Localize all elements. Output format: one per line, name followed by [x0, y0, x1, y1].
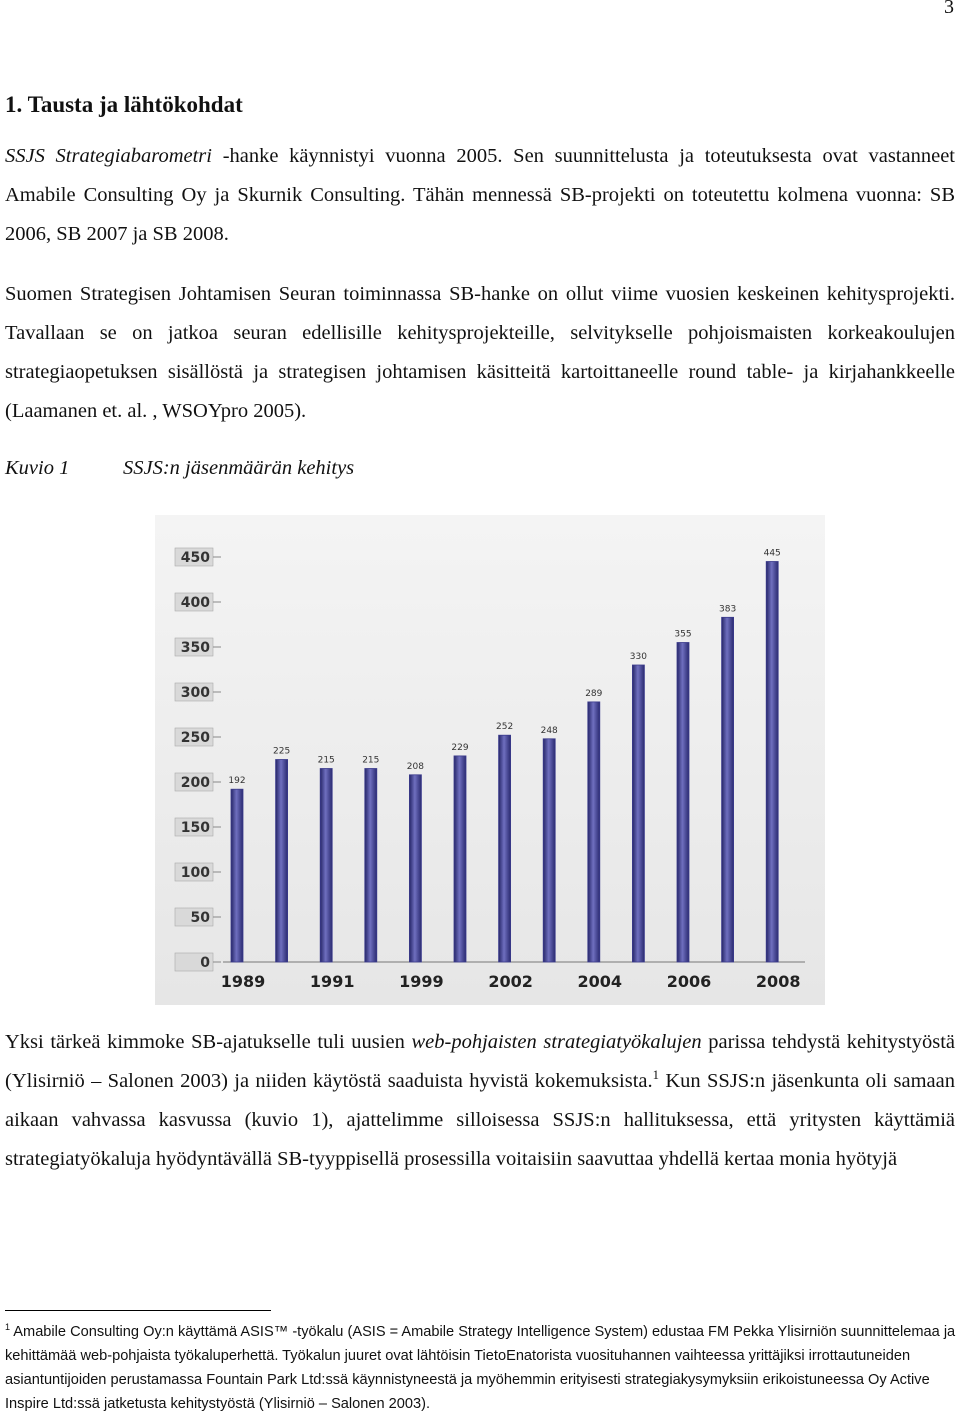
text-run: Yksi tärkeä kimmoke SB-ajatukselle tuli …: [5, 1031, 405, 1053]
text-run: Kun SSJS:n jäsenkunta oli samaan aikaan …: [5, 1070, 955, 1170]
data-label: 248: [541, 726, 558, 736]
y-tick-label: 400: [181, 595, 210, 611]
y-tick-label: 0: [200, 955, 210, 971]
bar: [676, 642, 690, 963]
bar: [721, 616, 734, 963]
paragraph: Yksi tärkeä kimmoke SB-ajatukselle tuli …: [5, 1023, 955, 1179]
data-label: 229: [451, 743, 468, 753]
footnote-ref: 1: [652, 1068, 659, 1083]
y-tick-label: 100: [181, 865, 210, 881]
x-tick-label: 1991: [310, 972, 355, 991]
data-label: 330: [630, 652, 647, 662]
y-tick-label: 350: [181, 640, 210, 656]
chart-background: [155, 515, 825, 1005]
bar: [587, 701, 601, 963]
bar: [230, 788, 244, 963]
y-tick-label: 250: [181, 730, 210, 746]
data-label: 383: [719, 604, 736, 614]
data-label: 215: [362, 756, 379, 766]
footnote-marker: 1: [5, 1322, 11, 1333]
bar: [453, 755, 467, 963]
paragraph: Suomen Strategisen Johtamisen Seuran toi…: [5, 275, 955, 431]
data-label: 445: [764, 549, 781, 559]
x-tick-label: 2004: [578, 972, 623, 991]
footnote: 1 Amabile Consulting Oy:n käyttämä ASIS™…: [5, 1320, 957, 1416]
x-tick-label: 2008: [756, 972, 801, 991]
data-label: 215: [318, 756, 335, 766]
figure-title: SSJS:n jäsenmäärän kehitys: [123, 457, 355, 479]
y-tick-label: 300: [181, 685, 210, 701]
data-label: 208: [407, 762, 424, 772]
text-run: -hanke käynnistyi vuonna 2005. Sen suunn…: [5, 145, 955, 245]
x-tick-label: 1989: [221, 972, 266, 991]
footnote-text: Amabile Consulting Oy:n käyttämä ASIS™ -…: [5, 1324, 956, 1412]
data-label: 225: [273, 747, 290, 757]
paragraph: SSJS Strategiabarometri -hanke käynnisty…: [5, 137, 955, 254]
bar: [631, 664, 645, 963]
bar: [364, 768, 378, 963]
bar: [542, 738, 556, 963]
x-tick-label: 2006: [667, 972, 712, 991]
data-label: 252: [496, 722, 513, 732]
data-label: 192: [228, 776, 245, 786]
data-label: 355: [674, 630, 691, 640]
x-tick-label: 1999: [399, 972, 444, 991]
bar: [275, 759, 288, 963]
bar: [498, 734, 512, 963]
bar: [408, 774, 422, 963]
figure-label: Kuvio 1: [5, 457, 70, 479]
y-tick-label: 200: [181, 775, 210, 791]
x-tick-label: 2002: [488, 972, 533, 991]
text-run: parissa tehdystä kehitystyöstä (Ylisirni…: [5, 1031, 955, 1092]
bar: [765, 561, 779, 963]
heading: 1. Tausta ja lähtökohdat: [5, 92, 243, 117]
chart: 0 50 100 150 200 250 300 350 400 450 192 1989 225 215…: [155, 515, 825, 1005]
text-run: Suomen Strategisen Johtamisen Seuran toi…: [5, 283, 955, 422]
text-run: SSJS Strategiabarometri: [5, 145, 212, 167]
y-tick-label: 150: [181, 820, 210, 836]
y-tick-label: 50: [191, 910, 211, 926]
y-tick-label: 450: [181, 550, 210, 566]
page-number: 3: [944, 0, 954, 18]
bar: [319, 768, 333, 963]
text-run: web-pohjaisten strategiatyökalujen: [411, 1031, 702, 1053]
data-label: 289: [585, 689, 602, 699]
footnote-rule: [5, 1310, 271, 1311]
figure-caption: Kuvio 1 SSJS:n jäsenmäärän kehitys: [5, 449, 354, 488]
